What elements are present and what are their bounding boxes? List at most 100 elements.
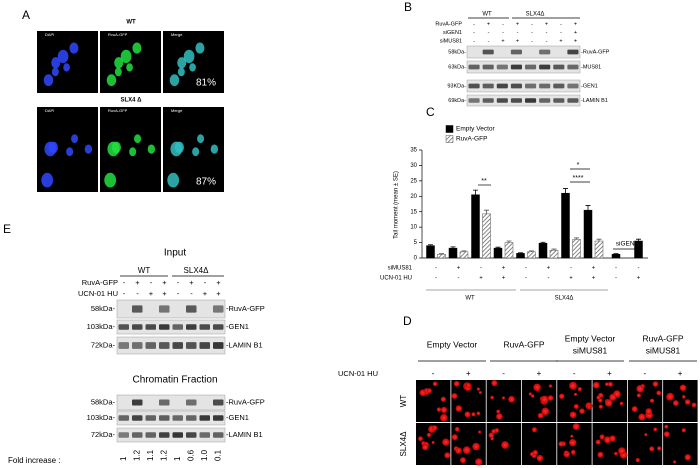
fold-value: 1: [119, 456, 128, 461]
band: [118, 415, 129, 421]
sign: +: [135, 278, 140, 287]
row-title: WT: [126, 20, 136, 26]
nucleus: [114, 57, 124, 69]
sign: -: [480, 266, 482, 272]
error-bar: [473, 189, 478, 195]
protein-label: -GEN1: [226, 413, 249, 422]
sign: -: [150, 278, 153, 287]
sign: +: [574, 38, 577, 44]
sign: +: [516, 38, 519, 44]
band: [172, 432, 183, 438]
sign: -: [560, 30, 562, 36]
column-header: RuvA-GFP: [642, 333, 683, 343]
sign: -: [546, 30, 548, 36]
nucleus: [177, 67, 185, 77]
band: [145, 342, 156, 349]
blot: [466, 79, 581, 93]
foci: [459, 457, 466, 464]
foci: [570, 449, 576, 455]
sign: -: [531, 21, 533, 27]
band: [482, 98, 494, 103]
band: [213, 324, 224, 330]
nucleus: [167, 172, 180, 188]
band: [199, 432, 210, 438]
foci: [649, 446, 655, 452]
band: [468, 83, 480, 89]
foci: [672, 400, 679, 406]
row-label: SLX4Δ: [399, 431, 408, 457]
blot: [116, 394, 226, 411]
sign: -: [190, 289, 193, 298]
fold-label: Fold increase :: [8, 456, 60, 465]
bar: [471, 194, 480, 259]
foci: [501, 441, 509, 449]
foci: [466, 382, 471, 388]
foci: [598, 404, 603, 409]
band: [186, 415, 197, 421]
band: [186, 399, 197, 406]
blot: [116, 319, 226, 335]
sign: +: [216, 278, 221, 287]
foci: [653, 427, 658, 432]
y-tick-label: 0: [414, 256, 418, 262]
foci: [431, 427, 435, 431]
percent-label: 81%: [196, 78, 216, 89]
band: [213, 399, 224, 406]
protein-label: -MUS81: [581, 64, 601, 70]
sign: +: [502, 276, 506, 282]
foci: [619, 401, 624, 406]
sign: -: [525, 276, 527, 282]
channel-label: DAPI: [45, 32, 54, 37]
nucleus: [177, 57, 187, 69]
nucleus: [192, 147, 200, 157]
foci: [537, 412, 544, 419]
error-bar: [450, 246, 456, 249]
column-header: siMUS81: [573, 345, 608, 355]
nucleus: [197, 134, 205, 144]
foci: [491, 379, 498, 387]
foci: [451, 392, 458, 399]
size-marker: 103kDa-: [87, 413, 116, 422]
sign: +: [189, 278, 194, 287]
sign: +: [479, 276, 483, 282]
foci: [418, 436, 423, 442]
foci: [609, 435, 616, 442]
sign: -: [502, 21, 504, 27]
section-title: Chromatin Fraction: [132, 375, 217, 386]
band: [172, 342, 183, 349]
foci: [569, 411, 577, 419]
section-title: Input: [164, 248, 186, 259]
group-label: WT: [138, 266, 151, 275]
sign: +: [574, 21, 577, 27]
band: [159, 324, 170, 330]
sign: +: [487, 21, 490, 27]
foci: [454, 426, 460, 432]
band: [145, 415, 156, 421]
significance: ****: [573, 175, 584, 182]
sign: +: [637, 276, 641, 282]
size-marker: 58kDa-: [448, 49, 466, 55]
nucleus: [41, 172, 54, 188]
sign: +: [162, 289, 167, 298]
foci: [569, 438, 577, 447]
error-bar: [613, 253, 619, 255]
legend-label: RuvA-GFP: [456, 136, 487, 143]
protein-label: -LAMIN B1: [581, 98, 608, 104]
condition-label: UCN-01 HU: [78, 289, 118, 298]
nucleus: [51, 67, 59, 77]
band: [553, 83, 565, 89]
foci: [431, 440, 435, 445]
nucleus: [195, 42, 205, 54]
foci: [472, 442, 480, 451]
sign: -: [525, 266, 527, 272]
blot: [466, 60, 581, 74]
size-marker: 58kDa-: [91, 397, 116, 406]
foci: [636, 384, 644, 393]
nucleus: [120, 49, 132, 64]
bar: [611, 254, 621, 259]
foci: [426, 388, 432, 394]
sign: +: [203, 289, 208, 298]
sign: +: [547, 266, 551, 272]
band: [510, 98, 522, 103]
blot: [466, 45, 581, 59]
